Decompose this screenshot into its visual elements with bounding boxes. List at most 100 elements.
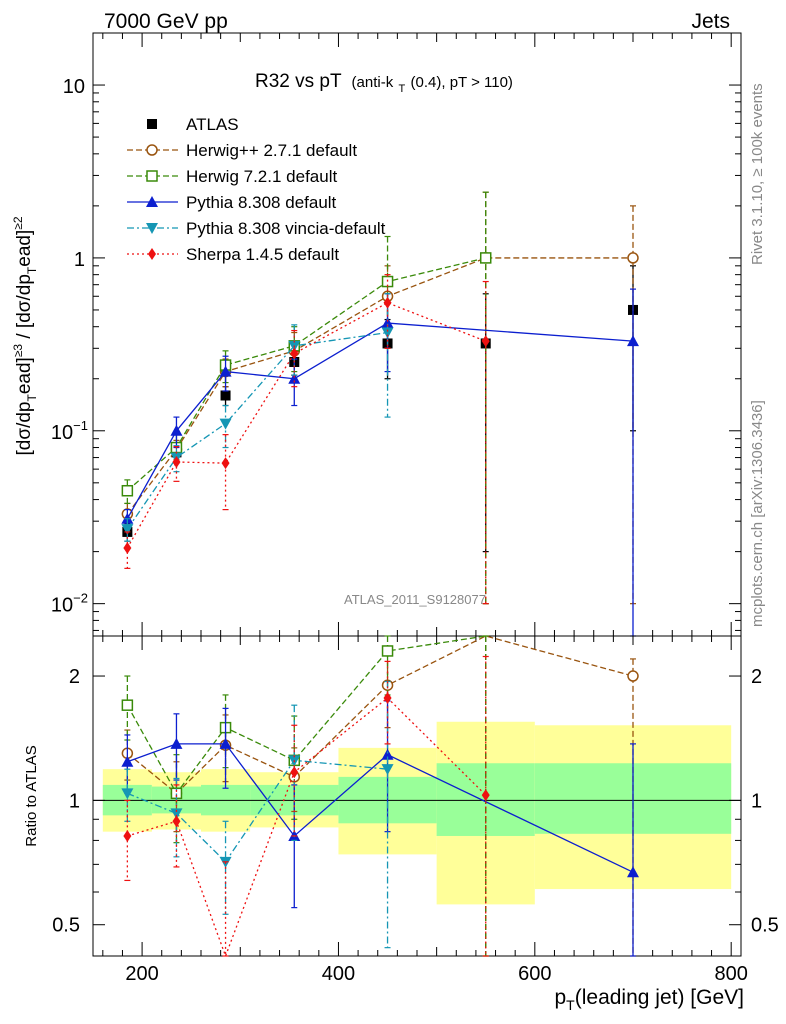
ylabel-part-2: T [25,394,39,402]
main-point [627,335,639,347]
header-right: Jets [691,10,730,33]
main-point [381,317,394,329]
ratio-point [290,766,299,779]
ratio-point [170,737,183,749]
main-series-line [126,302,486,549]
main-series-layer [121,191,639,637]
xtick-label: 200 [125,963,158,985]
ratio-point [123,829,132,842]
ratio-point [383,691,392,704]
chart-title-sub: (anti-k [352,74,394,91]
main-series-5 [123,274,490,605]
xtick-label: 800 [714,963,747,985]
ylabel-part-3: ead] [14,357,35,394]
legend-item: Sherpa 1.4.5 default [127,245,339,264]
ratio-series-line [126,635,486,795]
main-point [479,252,492,264]
main-series-line [126,257,486,492]
legend-label: Pythia 8.308 default [186,193,337,212]
main-ylabel: [dσ/dpTead]≥3 / [dσ/dpTead]≥2 [11,216,39,455]
ratio-series-line [127,743,634,873]
ytick-base: 1 [74,249,85,271]
legend-label: Herwig++ 2.7.1 default [186,141,357,160]
ratio-point [381,764,394,776]
legend-item: ATLAS [147,115,239,134]
xlabel-sub: T [566,997,575,1013]
legend-label: ATLAS [186,115,239,134]
main-point [121,484,134,497]
main-ytick-label: 1 [74,249,85,271]
chart-title: R32 vs pT (anti-k T (0.4), pT > 110) [255,71,513,97]
main-point [219,418,232,430]
mcplots-label: mcplots.cern.ch [arXiv:1306.3436] [749,400,766,627]
ratio-point [121,755,134,767]
ratio-series-layer [121,635,639,958]
header-left: 7000 GeV pp [104,10,228,33]
ytick-base: 10 [51,422,73,444]
ratio-axis-ticks: 0.5 0.5 1 1 2 2 200 400 600 800 [52,636,779,985]
main-series-4 [121,293,394,542]
main-point [627,252,639,264]
ratio-ylabel: Ratio to ATLAS [23,745,40,846]
ratio-point [219,737,232,749]
legend-label: Sherpa 1.4.5 default [186,245,339,264]
main-point [219,365,232,377]
ytick-exp: −2 [73,591,88,606]
legend-item: Pythia 8.308 default [127,193,337,212]
ratio-series-4 [123,655,490,958]
chart-title-sub-tail: (0.4), pT > 110) [411,74,513,91]
legend-marker [146,170,158,182]
xlabel-p: p [554,986,566,1009]
main-ytick-label: 10−2 [51,591,88,617]
ratio-point [172,815,181,828]
legend-label: Pythia 8.308 vincia-default [186,219,386,238]
watermark: ATLAS_2011_S9128077 [344,592,486,607]
main-point [481,335,490,348]
ratio-ytick-label-left: 0.5 [52,915,80,937]
ratio-point [381,645,394,657]
legend-marker [146,223,158,234]
main-point [121,524,134,536]
xlabel: pT(leading jet) [GeV] [554,986,744,1013]
main-point [288,372,301,384]
main-point [221,457,230,470]
ylabel-part-4: ≥3 [11,344,25,358]
main-series-line [126,322,634,520]
ylabel-part-6: T [25,266,39,274]
main-point [220,390,231,401]
legend-label: Herwig 7.2.1 default [186,167,337,186]
main-ytick-label: 10−1 [51,418,88,444]
ratio-ytick-label-right: 1 [751,790,762,812]
ratio-point [381,748,394,760]
main-point [123,541,132,554]
main-point [170,424,183,436]
legend-marker [147,119,157,129]
legend-item: Pythia 8.308 vincia-default [127,219,386,238]
ratio-point [481,789,490,802]
xlabel-rest: (leading jet) [GeV] [575,986,744,1009]
main-point [290,347,299,360]
legend-marker [146,196,158,207]
ratio-point [121,699,134,711]
ylabel-part-7: ead] [14,230,35,267]
ratio-ytick-label-right: 2 [751,666,762,688]
legend-item: Herwig 7.2.1 default [127,167,337,186]
ratio-ytick-label-left: 1 [69,790,80,812]
ratio-series-2 [121,700,639,957]
ratio-point [121,788,134,800]
main-point [383,296,392,309]
ratio-ytick-label-left: 2 [69,666,80,688]
ytick-base: 10 [51,595,73,617]
legend-marker [146,144,158,156]
ratio-point [627,670,639,682]
main-ytick-label: 10 [63,76,85,98]
ylabel-part-1: [dσ/dp [14,402,35,456]
ratio-point [170,808,183,820]
chart-title-sub-index: T [399,83,406,95]
ratio-bands [93,721,741,905]
ratio-point [627,866,639,878]
ytick-base: 10 [63,76,85,98]
